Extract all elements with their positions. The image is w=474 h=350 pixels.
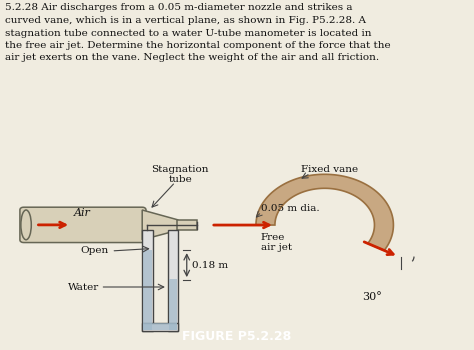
FancyBboxPatch shape	[20, 207, 146, 243]
Text: Air: Air	[73, 208, 91, 218]
Text: Stagnation
tube: Stagnation tube	[151, 164, 209, 184]
Polygon shape	[142, 210, 178, 240]
Bar	[143, 250, 152, 330]
Bar	[142, 323, 178, 331]
Text: 0.05 m dia.: 0.05 m dia.	[261, 204, 319, 213]
Text: 5.2.28 Air discharges from a 0.05 m-diameter nozzle and strikes a
curved vane, w: 5.2.28 Air discharges from a 0.05 m-diam…	[5, 4, 391, 63]
Bar	[177, 220, 197, 230]
Text: 30°: 30°	[363, 293, 383, 302]
Bar	[142, 230, 153, 331]
Text: FIGURE P5.2.28: FIGURE P5.2.28	[182, 329, 292, 343]
Ellipse shape	[21, 210, 31, 240]
Text: Fixed vane: Fixed vane	[301, 164, 358, 174]
Bar	[143, 323, 177, 330]
Bar	[169, 279, 177, 330]
Polygon shape	[256, 174, 393, 251]
Text: Water: Water	[68, 282, 100, 292]
Text: Free
air jet: Free air jet	[261, 233, 292, 252]
Text: 0.18 m: 0.18 m	[192, 261, 228, 270]
Text: Open: Open	[81, 246, 109, 255]
Bar	[168, 230, 178, 331]
